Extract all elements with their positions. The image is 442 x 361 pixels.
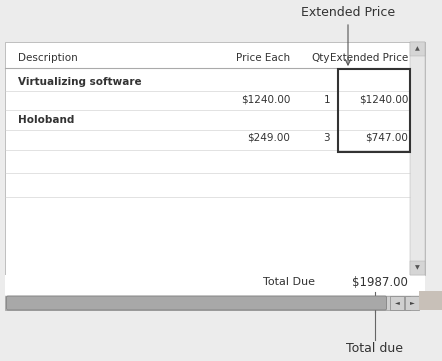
Text: $249.00: $249.00 — [247, 133, 290, 143]
Text: Total Due: Total Due — [263, 277, 315, 287]
Bar — [410, 42, 425, 56]
Bar — [5, 296, 410, 310]
Text: Holoband: Holoband — [18, 115, 74, 125]
Text: Extended Price: Extended Price — [330, 53, 408, 63]
Text: ►: ► — [410, 300, 415, 305]
Bar — [410, 42, 425, 275]
Bar — [410, 261, 425, 275]
Text: ◄: ◄ — [395, 300, 400, 305]
Bar — [390, 296, 404, 310]
Text: 3: 3 — [324, 133, 330, 143]
Text: 1: 1 — [324, 95, 330, 105]
Text: ▲: ▲ — [415, 47, 420, 52]
Bar — [338, 69, 410, 152]
Text: $1240.00: $1240.00 — [358, 95, 408, 105]
Text: ▼: ▼ — [415, 265, 420, 270]
FancyBboxPatch shape — [7, 296, 386, 310]
Text: Extended Price: Extended Price — [301, 5, 395, 18]
Text: $1240.00: $1240.00 — [240, 95, 290, 105]
Text: $747.00: $747.00 — [365, 133, 408, 143]
Text: Virtualizing software: Virtualizing software — [18, 77, 141, 87]
Text: Total due: Total due — [347, 342, 404, 355]
Text: $1987.00: $1987.00 — [352, 275, 408, 288]
Bar — [419, 291, 442, 310]
Bar — [405, 296, 419, 310]
Bar — [5, 275, 425, 295]
Text: Qty: Qty — [312, 53, 330, 63]
Text: Description: Description — [18, 53, 78, 63]
Text: Price Each: Price Each — [236, 53, 290, 63]
Bar — [5, 42, 425, 275]
